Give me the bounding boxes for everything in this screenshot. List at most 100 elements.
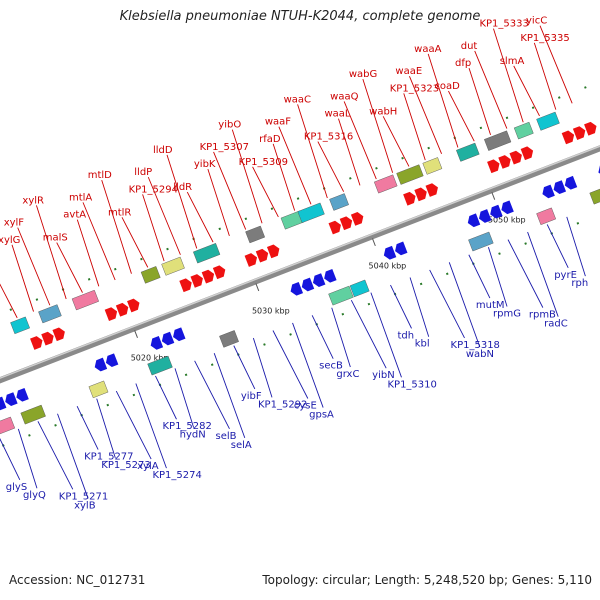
bottom-leader-line	[527, 231, 559, 317]
forward-gene-arrow	[403, 191, 416, 206]
lower-feature-block	[468, 231, 494, 252]
bottom-gene-label: glyS	[6, 482, 27, 493]
forward-gene-arrow	[255, 248, 269, 263]
reverse-gene-arrow	[324, 268, 337, 283]
bottom-leader-line	[487, 247, 508, 307]
top-leader-line	[121, 217, 149, 268]
bottom-leader-line	[311, 315, 334, 359]
bottom-gene-label: hydN	[180, 430, 206, 441]
reverse-gene-arrow	[312, 273, 326, 288]
top-leader-line	[533, 42, 557, 110]
top-gene-label: xylR	[22, 195, 44, 206]
bottom-gene-label: pyrE	[554, 270, 577, 281]
top-gene-label: dut	[461, 41, 478, 52]
top-leader-line	[36, 205, 67, 300]
bottom-leader-line	[331, 307, 351, 368]
bottom-leader-line	[17, 428, 38, 489]
upper-feature-block	[456, 142, 480, 162]
bottom-leader-line	[115, 390, 152, 460]
bottom-leader-line	[468, 254, 491, 299]
bottom-gene-label: rph	[571, 278, 588, 289]
upper-feature-block	[329, 193, 349, 211]
bottom-leader-line	[155, 375, 177, 420]
reverse-gene-arrow	[5, 392, 18, 407]
lower-feature-block	[88, 380, 109, 399]
forward-gene-arrow	[572, 126, 586, 140]
top-gene-label: mtlA	[69, 192, 92, 203]
top-gene-label: KP1_5316	[304, 132, 353, 143]
bottom-gene-label: cysE	[294, 400, 317, 411]
tick-mark	[491, 192, 496, 200]
bottom-gene-label: KP1_5273	[101, 460, 150, 471]
bottom-gene-label: KP1_5277	[84, 452, 133, 463]
tick-label: 5020 kbp	[131, 353, 169, 362]
bottom-gene-label: selB	[215, 431, 236, 442]
bottom-gene-label: xylB	[74, 500, 96, 511]
lower-feature-block	[349, 279, 370, 298]
top-leader-line	[0, 283, 18, 319]
top-gene-label: xylG	[0, 235, 20, 246]
reverse-gene-arrow	[553, 180, 567, 194]
top-leader-line	[252, 166, 279, 218]
top-leader-line	[207, 168, 230, 236]
top-leader-line	[272, 143, 296, 211]
top-gene-label: waaE	[395, 66, 422, 77]
reverse-gene-arrow	[383, 245, 397, 260]
reverse-gene-arrow	[173, 327, 186, 342]
top-gene-label: avtA	[63, 210, 86, 221]
top-leader-line	[231, 129, 263, 224]
bottom-gene-label: KP1_5282	[162, 421, 211, 432]
tick-mark	[255, 283, 260, 292]
upper-feature-block	[140, 266, 161, 284]
bottom-leader-line	[566, 216, 586, 277]
top-gene-label: xylF	[4, 218, 25, 229]
upper-feature-block	[161, 256, 185, 276]
bottom-gene-label: glyQ	[23, 490, 46, 501]
bottom-leader-line	[96, 398, 116, 459]
bottom-gene-label: yibF	[241, 391, 262, 402]
top-gene-label: malS	[43, 233, 68, 244]
top-gene-label: lldR	[173, 182, 192, 193]
top-gene-label: wabG	[349, 69, 377, 80]
top-leader-line	[278, 126, 312, 205]
top-leader-line	[343, 101, 377, 180]
top-gene-label: waaF	[265, 117, 291, 128]
bottom-gene-label: selA	[231, 440, 252, 451]
reverse-gene-arrow	[490, 204, 503, 219]
bottom-gene-label: grxC	[336, 369, 359, 380]
top-gene-label: lldD	[153, 145, 173, 156]
bottom-gene-label: KP1_5292	[258, 399, 307, 410]
top-gene-label: wabH	[369, 106, 397, 117]
forward-gene-arrow	[498, 155, 511, 169]
bottom-leader-line	[350, 299, 387, 369]
top-leader-line	[297, 104, 328, 199]
upper-feature-block	[38, 304, 62, 324]
top-leader-line	[317, 141, 345, 192]
top-leader-line	[11, 244, 34, 312]
reverse-gene-arrow	[395, 241, 408, 256]
genome-summary-text: Topology: circular; Length: 5,248,520 bp…	[262, 573, 592, 587]
bottom-leader-line	[57, 413, 89, 499]
top-gene-label: yibO	[218, 120, 241, 131]
upper-feature-block	[536, 111, 560, 131]
bottom-gene-label: rpmG	[493, 308, 521, 319]
tick-label: 5040 kbp	[369, 262, 407, 271]
top-leader-line	[362, 79, 394, 173]
upper-feature-block	[71, 289, 99, 311]
upper-feature-block	[373, 174, 398, 194]
upper-feature-block	[396, 164, 424, 185]
top-gene-label: rfaD	[259, 134, 281, 145]
reverse-gene-arrow	[542, 184, 555, 199]
top-gene-label: waaC	[284, 94, 311, 105]
tick-label: 5050 kbp	[488, 215, 526, 224]
top-gene-label: yibK	[194, 159, 216, 170]
bottom-leader-line	[409, 277, 430, 337]
top-gene-label: waaA	[414, 44, 441, 55]
top-leader-line	[142, 194, 165, 262]
reverse-gene-arrow	[150, 336, 164, 350]
forward-gene-arrow	[487, 159, 500, 174]
upper-feature-block	[297, 202, 325, 224]
reverse-gene-arrow	[290, 281, 304, 296]
upper-feature-block	[422, 157, 443, 175]
bottom-gene-label: mutM	[476, 300, 505, 311]
